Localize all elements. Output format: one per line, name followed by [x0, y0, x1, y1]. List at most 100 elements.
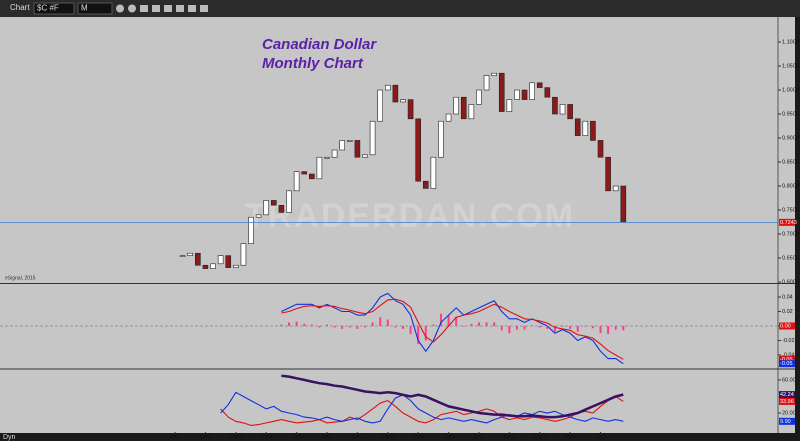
x-tick-label: 2001 [169, 434, 181, 440]
histogram-bar [363, 326, 366, 328]
histogram-bar [409, 326, 412, 334]
x-tick-label: 2013 [534, 434, 546, 440]
candle [316, 156, 323, 180]
histogram-bar [599, 326, 602, 334]
icon[interactable] [128, 4, 136, 13]
watermark: TRADERDAN.COM [245, 197, 575, 235]
candle [445, 113, 452, 122]
x-tick-label: 2015 [594, 434, 606, 440]
candle [415, 118, 421, 182]
value-badge-label: 33.96 [780, 399, 794, 405]
icon[interactable] [140, 5, 148, 12]
histogram-bar [614, 326, 617, 330]
x-tick-label: 2010 [442, 434, 454, 440]
y-tick-label: 0.6000 [782, 279, 799, 285]
symbol-box[interactable] [33, 2, 75, 15]
y-tick-label: 0.9000 [782, 135, 799, 141]
histogram-bar [386, 319, 389, 326]
histogram-bar [341, 326, 344, 329]
candle [362, 154, 368, 158]
histogram-bar [401, 326, 404, 329]
icon[interactable] [116, 4, 124, 13]
candle [567, 104, 573, 120]
x-tick-label: 2005 [290, 434, 302, 440]
y-tick-label: -0.02 [782, 338, 795, 344]
y-tick-label: 0.6500 [782, 255, 799, 261]
value-badge [779, 391, 795, 399]
y-tick-label: 1.1000 [782, 39, 799, 45]
candle [590, 120, 596, 141]
histogram-bar [295, 321, 298, 326]
candle [453, 96, 459, 115]
histogram-bar [310, 324, 313, 326]
candle [210, 263, 216, 269]
mode: Dyn [3, 434, 16, 441]
candle [468, 104, 475, 120]
histogram-bar [348, 326, 351, 328]
candle [187, 252, 194, 256]
value-badge-label: 42.24 [780, 392, 794, 398]
toolbar [0, 0, 800, 17]
candle [255, 214, 262, 218]
candle [301, 171, 308, 175]
icon[interactable] [152, 5, 160, 12]
candle [293, 171, 300, 192]
value-badge [779, 397, 795, 405]
candle [278, 204, 285, 213]
candle [422, 180, 429, 189]
candle [324, 156, 330, 159]
histogram-bar [538, 326, 541, 328]
candle [377, 89, 383, 122]
y-tick-label: -0.04 [782, 352, 795, 358]
credit: eSignal, 2015 [5, 275, 36, 281]
x-tick-label: 2002 [199, 434, 211, 440]
x-tick-label: 2004 [260, 434, 272, 440]
histogram-bar [622, 326, 625, 331]
x-tick-label: 2006 [321, 434, 333, 440]
candle [195, 252, 201, 266]
candle [506, 99, 513, 112]
x-tick-label: 2003 [230, 434, 242, 440]
candle [620, 185, 627, 223]
value-badge-label: 9.90 [780, 419, 791, 425]
candle [339, 140, 345, 151]
indicator-line [220, 395, 624, 426]
candle [597, 140, 604, 158]
icon[interactable] [164, 5, 172, 12]
candle [271, 200, 277, 206]
interval-box[interactable] [77, 2, 113, 15]
value-badge [779, 417, 795, 425]
histogram-bar [576, 326, 579, 332]
histogram-bar [569, 326, 572, 329]
candle [460, 96, 467, 120]
candle [605, 156, 611, 192]
x-tick-label: 2007 [351, 434, 363, 440]
y-tick-label: 0.8500 [782, 159, 799, 165]
x-tick-label: 2012 [503, 434, 515, 440]
histogram-bar [455, 316, 458, 326]
candle [217, 255, 224, 265]
interval[interactable]: M [81, 4, 88, 13]
candle [233, 264, 239, 268]
histogram-bar [607, 326, 610, 334]
indicator-line [281, 298, 624, 360]
candle [354, 140, 361, 158]
candle [407, 99, 414, 120]
candle [544, 87, 551, 98]
histogram-bar [318, 326, 321, 328]
icon[interactable] [188, 5, 196, 12]
candle [286, 190, 292, 213]
icon[interactable] [200, 5, 208, 12]
histogram-bar [303, 323, 306, 326]
icon[interactable] [176, 5, 184, 12]
histogram-bar [417, 326, 420, 345]
symbol[interactable]: $C #F [37, 4, 59, 13]
candle [574, 118, 581, 136]
y-tick-label: 0.7000 [782, 231, 799, 237]
histogram-bar [546, 326, 549, 329]
value-badge [779, 322, 795, 330]
histogram-bar [553, 326, 556, 332]
candle [430, 156, 437, 189]
y-tick-label: 0.8000 [782, 183, 799, 189]
